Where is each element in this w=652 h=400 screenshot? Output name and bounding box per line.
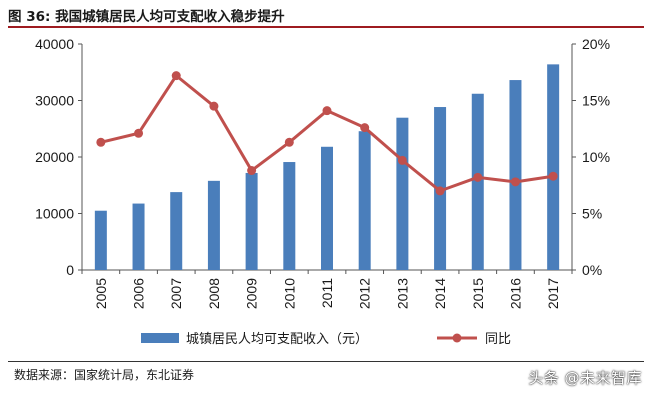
line-point [397,155,407,165]
legend-line-marker [452,333,462,343]
title-rule [8,26,644,28]
y-right-tick-label: 10% [582,149,610,165]
x-tick-label: 2008 [206,278,222,309]
x-tick-label: 2005 [93,278,109,309]
x-tick-label: 2007 [168,278,184,309]
x-tick-label: 2017 [545,278,561,309]
watermark: 头条 @未来智库 [528,369,642,387]
chart: 0 10000 20000 30000 40000 0% 5% 10% 15% 20% 2005 20… [35,36,610,347]
line-point [247,166,257,176]
y-left-tick-label: 20000 [35,149,74,165]
line-point [171,71,181,81]
bar [132,203,145,270]
bar [509,80,522,270]
bar [170,192,183,270]
bar [547,64,560,270]
x-tick-label: 2013 [394,278,410,309]
line-point [510,177,520,187]
line-point [322,106,332,116]
y-left-tick-label: 30000 [35,93,74,109]
line-point [435,186,445,196]
y-left-tick-label: 0 [66,262,74,278]
legend-bar-label: 城镇居民人均可支配收入（元） [186,332,368,347]
x-tick-label: 2015 [470,278,486,309]
bar [396,117,409,270]
x-tick-label: 2014 [432,278,448,309]
y-left-tick-label: 10000 [35,206,74,222]
x-tick-label: 2012 [357,278,373,309]
bar [471,93,484,270]
figure-header: 图 36: 我国城镇居民人均可支配收入稳步提升 [0,0,652,28]
source-note: 数据来源：国家统计局，东北证券 [14,368,195,382]
line-point [209,101,219,111]
line-point [548,171,558,181]
x-tick-label: 2010 [281,278,297,309]
line-point [96,137,106,147]
plot-area: 0 10000 20000 30000 40000 0% 5% 10% 15% 20% 2005 20… [35,36,610,309]
y-left-tick-label: 40000 [35,36,74,52]
y-right-tick-label: 20% [582,36,610,52]
x-tick-label: 2006 [131,278,147,309]
y-right-tick-label: 5% [582,206,602,222]
line-point [284,137,294,147]
x-tick-label: 2009 [244,278,260,309]
legend-line-label: 同比 [485,332,511,347]
x-tick-label: 2016 [507,278,523,309]
source-rule [8,361,644,362]
line-point [134,128,144,138]
bar [283,162,296,270]
figure-title: 图 36: 我国城镇居民人均可支配收入稳步提升 [8,9,285,25]
x-tick-label: 2011 [319,278,335,308]
bar [207,180,220,270]
bar [245,172,258,270]
legend: 城镇居民人均可支配收入（元） 同比 [141,332,511,347]
line-point [473,172,483,182]
bar [358,131,371,270]
bar [321,146,333,270]
y-right-tick-label: 0% [582,262,602,278]
y-right-tick-label: 15% [582,93,610,109]
bar [94,210,107,270]
line-point [360,123,370,133]
legend-bar-swatch [141,333,179,343]
